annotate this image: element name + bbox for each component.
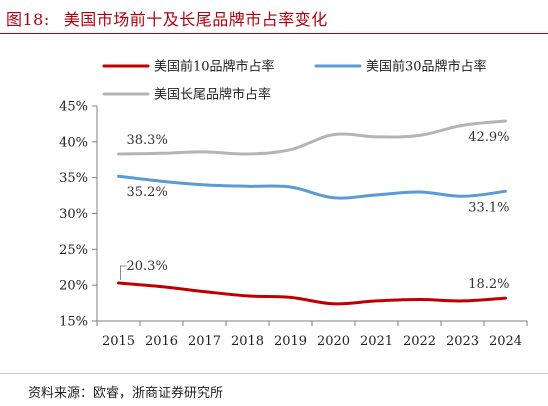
x-tick-label: 2019 — [274, 334, 307, 349]
data-label: 18.2% — [468, 277, 509, 292]
y-tick-label: 45% — [59, 100, 88, 115]
x-tick-label: 2020 — [317, 334, 350, 349]
data-label: 33.1% — [468, 200, 509, 215]
data-label: 42.9% — [468, 130, 509, 145]
data-label-leader — [120, 265, 127, 281]
figure-number: 图18: — [6, 10, 50, 29]
series-line-2 — [117, 119, 507, 156]
legend-label-1: 美国前30品牌市占率 — [366, 59, 487, 75]
x-tick-label: 2015 — [102, 334, 135, 349]
y-tick-label: 25% — [59, 243, 88, 258]
chart-series — [117, 119, 507, 306]
figure-name: 美国市场前十及长尾品牌市占率变化 — [63, 10, 328, 29]
chart-axes: 15% 20% 25% 30% 35% 40% 45% 2015 2016 2017 2018 201… — [59, 100, 528, 349]
legend-label-0: 美国前10品牌市占率 — [154, 59, 275, 75]
x-tick-label: 2017 — [188, 334, 221, 349]
data-label: 38.3% — [127, 133, 168, 148]
chart-data-labels: 20.3% 18.2% 35.2% 33.1% 38.3% 42.9% — [120, 130, 510, 292]
source-note: 资料来源：欧睿，浙商证券研究所 — [28, 386, 224, 401]
x-tick-label: 2023 — [446, 334, 479, 349]
figure-title: 图18: 美国市场前十及长尾品牌市占率变化 — [6, 6, 328, 30]
x-tick-label: 2021 — [360, 334, 393, 349]
series-line-1 — [117, 174, 507, 200]
data-label: 20.3% — [127, 259, 168, 274]
legend-label-2: 美国长尾品牌市占率 — [154, 87, 271, 103]
x-tick-label: 2022 — [403, 334, 436, 349]
y-tick-label: 20% — [59, 279, 88, 294]
data-label: 35.2% — [127, 185, 168, 200]
title-divider — [0, 33, 548, 34]
y-tick-label: 30% — [59, 207, 88, 222]
y-tick-label: 15% — [59, 315, 88, 330]
x-tick-label: 2016 — [145, 334, 178, 349]
source-divider — [0, 373, 548, 374]
x-tick-label: 2018 — [231, 334, 264, 349]
y-tick-label: 35% — [59, 171, 88, 186]
series-line-0 — [117, 281, 507, 306]
y-tick-label: 40% — [59, 135, 88, 150]
x-tick-label: 2024 — [489, 334, 522, 349]
